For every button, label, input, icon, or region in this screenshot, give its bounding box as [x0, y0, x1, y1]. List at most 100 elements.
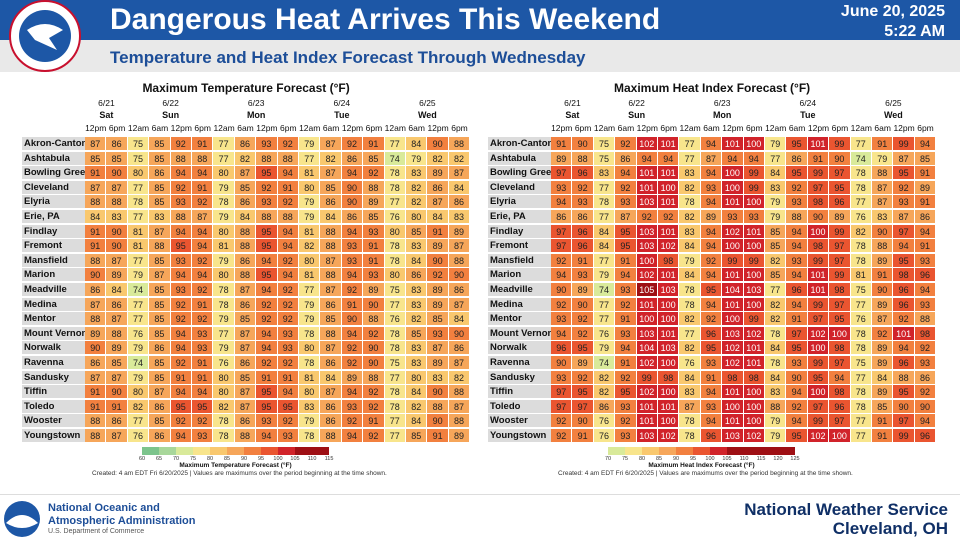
forecast-cell: 100: [743, 385, 765, 400]
forecast-cell: 100: [743, 195, 765, 210]
forecast-cell: 93: [615, 195, 637, 210]
forecast-cell: 82: [427, 151, 449, 166]
time-label: 6am: [322, 123, 340, 133]
forecast-cell: 101: [743, 356, 765, 370]
forecast-cell: 82: [765, 297, 787, 312]
forecast-cell: 84: [765, 370, 787, 385]
forecast-cell: 82: [679, 312, 701, 327]
forecast-cell: 91: [807, 151, 830, 166]
forecast-cell: 77: [127, 253, 150, 268]
forecast-cell: 89: [427, 356, 449, 370]
forecast-cell: 82: [765, 312, 787, 327]
forecast-cell: 94: [700, 166, 723, 181]
city-label: Mount Vernon: [22, 326, 88, 341]
forecast-cell: 83: [406, 356, 428, 370]
forecast-cell: 102: [722, 341, 744, 356]
forecast-cell: 76: [127, 429, 150, 443]
forecast-cell: 94: [700, 414, 723, 429]
forecast-cell: 100: [658, 297, 680, 312]
forecast-cell: 76: [850, 210, 872, 224]
forecast-cell: 77: [384, 137, 406, 151]
forecast-cell: 95: [893, 166, 915, 181]
forecast-cell: 100: [636, 253, 658, 268]
forecast-cell: 94: [277, 166, 299, 181]
forecast-cell: 94: [277, 239, 299, 254]
time-label: 12pm: [893, 123, 915, 133]
forecast-cell: 86: [320, 297, 342, 312]
forecast-cell: 86: [427, 180, 449, 195]
forecast-cell: 91: [192, 356, 214, 370]
forecast-cell: 104: [722, 283, 744, 297]
forecast-cell: 95: [256, 239, 278, 254]
forecast-cell: 79: [765, 414, 787, 429]
city-label: Elyria: [22, 195, 85, 210]
forecast-cell: 92: [170, 414, 192, 429]
forecast-cell: 103: [722, 429, 744, 443]
forecast-cell: 75: [127, 151, 150, 166]
forecast-cell: 87: [106, 312, 128, 327]
city-label: Akron-Canton: [488, 137, 554, 151]
forecast-cell: 99: [636, 370, 658, 385]
forecast-cell: 83: [299, 399, 321, 414]
forecast-cell: 91: [427, 429, 449, 443]
forecast-cell: 92: [893, 312, 915, 327]
forecast-cell: 86: [786, 151, 808, 166]
forecast-cell: 92: [893, 180, 915, 195]
forecast-cell: 77: [213, 137, 235, 151]
forecast-cell: 94: [615, 341, 637, 356]
forecast-cell: 85: [149, 195, 171, 210]
forecast-cell: 95: [615, 385, 637, 400]
city-label: Mansfield: [22, 253, 85, 268]
forecast-cell: 90: [106, 385, 128, 400]
legend-tick-label: 115: [756, 456, 766, 462]
subtitle-bar: [0, 40, 960, 72]
forecast-cell: 101: [636, 399, 658, 414]
forecast-cell: 86: [341, 151, 364, 166]
forecast-cell: 89: [427, 166, 449, 181]
forecast-cell: 103: [658, 341, 680, 356]
forecast-cell: 87: [320, 166, 342, 181]
city-label: Marion: [488, 268, 551, 283]
forecast-cell: 91: [551, 137, 573, 151]
legend-tick-label: 105: [290, 456, 300, 462]
forecast-cell: 75: [384, 356, 406, 370]
forecast-cell: 95: [192, 399, 214, 414]
forecast-cell: 86: [448, 195, 471, 210]
forecast-cell: 92: [192, 283, 214, 297]
forecast-cell: 83: [679, 166, 701, 181]
forecast-cell: 84: [106, 283, 128, 297]
forecast-cell: 82: [679, 341, 701, 356]
forecast-cell: 101: [722, 385, 744, 400]
forecast-cell: 90: [572, 137, 594, 151]
forecast-cell: 75: [593, 151, 616, 166]
forecast-cell: 85: [872, 399, 894, 414]
forecast-cell: 85: [149, 253, 171, 268]
forecast-cell: 78: [850, 253, 872, 268]
forecast-cell: 77: [384, 297, 406, 312]
forecast-cell: 77: [384, 195, 406, 210]
legend-swatch: [625, 447, 642, 455]
forecast-cell: 78: [384, 385, 406, 400]
forecast-cell: 78: [765, 326, 787, 341]
forecast-cell: 99: [722, 253, 744, 268]
forecast-cell: 90: [829, 151, 851, 166]
forecast-cell: 100: [658, 180, 680, 195]
forecast-cell: 94: [893, 239, 915, 254]
forecast-cell: 94: [170, 166, 192, 181]
forecast-cell: 88: [170, 151, 192, 166]
forecast-cell: 95: [615, 224, 637, 239]
forecast-cell: 92: [170, 137, 192, 151]
forecast-cell: 92: [277, 312, 299, 327]
forecast-cell: 94: [256, 283, 278, 297]
forecast-cell: 79: [299, 312, 321, 327]
legend-swatch: [608, 447, 625, 455]
forecast-cell: 86: [320, 195, 342, 210]
forecast-cell: 85: [149, 283, 171, 297]
forecast-cell: 85: [765, 224, 787, 239]
forecast-cell: 87: [234, 385, 257, 400]
forecast-cell: 80: [406, 370, 428, 385]
time-label: 6pm: [831, 123, 849, 133]
city-label: Fremont: [22, 239, 85, 254]
forecast-cell: 94: [636, 151, 658, 166]
forecast-cell: 101: [807, 137, 830, 151]
